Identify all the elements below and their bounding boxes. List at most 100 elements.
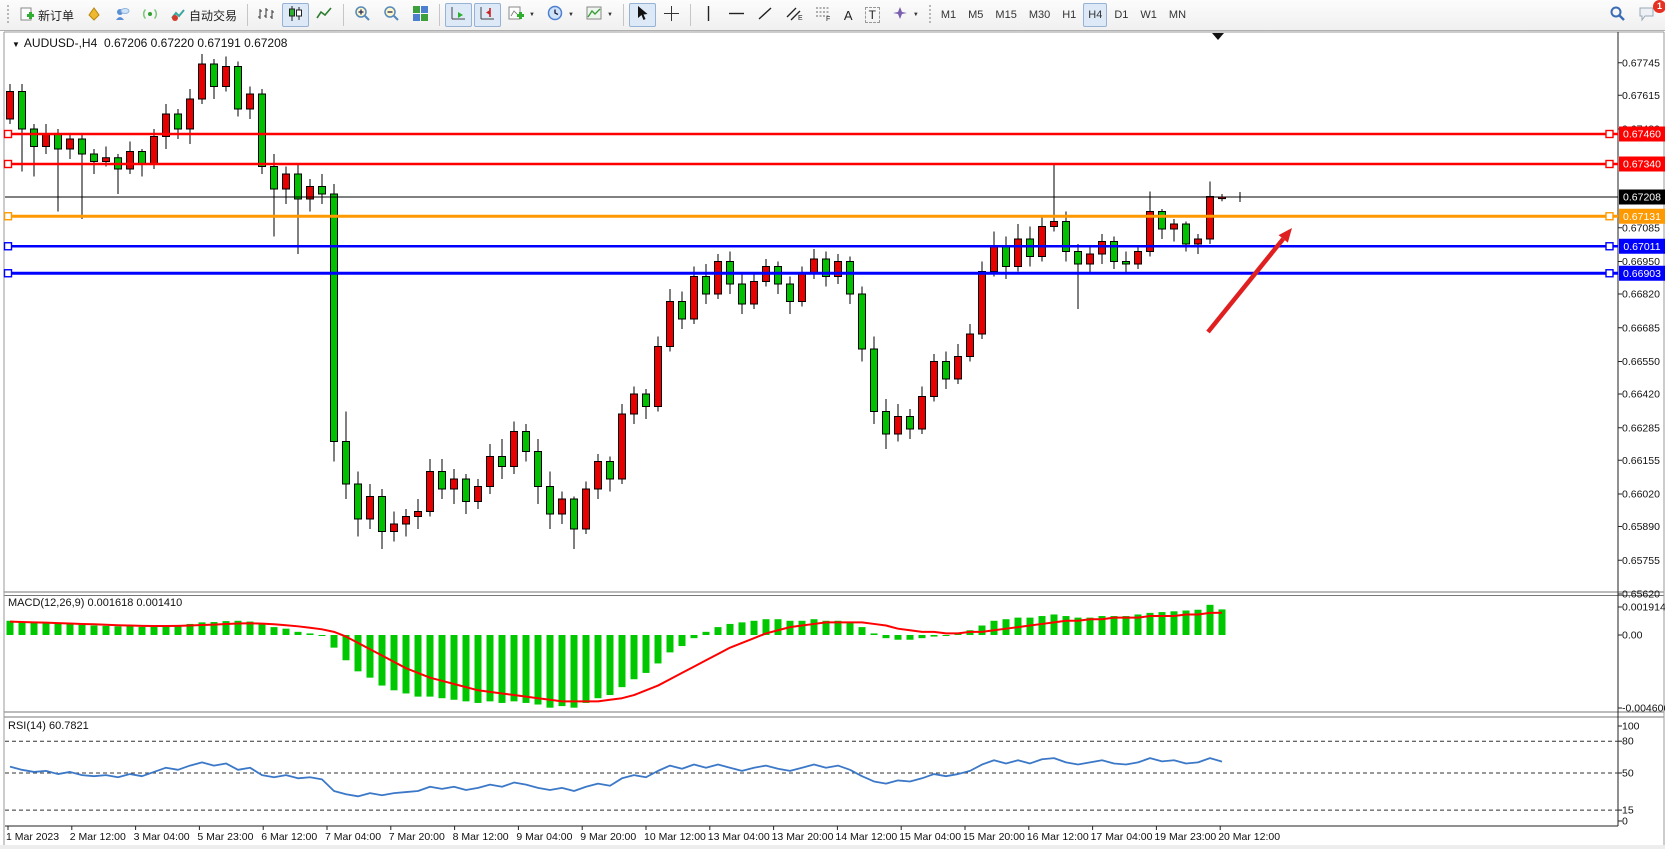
timeframe-button-m30[interactable]: M30 [1024,3,1055,27]
candle[interactable] [150,136,158,165]
candle[interactable] [42,133,50,147]
candle[interactable] [834,261,842,277]
candle[interactable] [522,431,530,452]
candle[interactable] [558,498,566,515]
candle[interactable] [570,498,578,530]
candle[interactable] [690,276,698,320]
candle[interactable] [966,333,974,357]
candle[interactable] [186,98,194,130]
candle[interactable] [846,261,854,295]
candle[interactable] [954,356,962,380]
candle[interactable] [1038,226,1046,257]
candle[interactable] [666,301,674,347]
candle[interactable] [366,496,374,520]
level-anchor-icon[interactable] [3,159,13,169]
fibonacci-tool-button[interactable]: F [810,3,837,27]
candle[interactable] [1002,246,1010,267]
candle[interactable] [378,496,386,532]
candle[interactable] [306,186,314,200]
candle[interactable] [390,523,398,532]
candle[interactable] [918,396,926,430]
timeframe-button-h4[interactable]: H4 [1083,3,1108,27]
candle[interactable] [1170,223,1178,230]
search-button[interactable] [1604,3,1631,27]
candle[interactable] [930,361,938,397]
candle[interactable] [798,273,806,302]
candle[interactable] [1158,211,1166,230]
candle[interactable] [126,151,134,170]
candle[interactable] [174,113,182,130]
candle[interactable] [1146,211,1154,252]
candle[interactable] [162,113,170,137]
channel-tool-button[interactable]: E [781,3,808,27]
rsi-panel[interactable]: 100 80 50 150 [5,721,1640,828]
candle[interactable] [582,488,590,530]
trendline-tool-button[interactable] [752,3,779,27]
candle[interactable] [1182,223,1190,245]
horizontal-line-tool-button[interactable] [723,3,750,27]
auto-trading-button[interactable]: 自动交易 [165,3,242,27]
candle[interactable] [282,173,290,190]
candle[interactable] [1194,238,1202,245]
candle[interactable] [546,486,554,515]
candle[interactable] [462,478,470,502]
candle[interactable] [1122,261,1130,265]
candle[interactable] [450,478,458,490]
candle[interactable] [1050,221,1058,227]
candle[interactable] [426,471,434,512]
text-tool-button[interactable]: A [839,3,858,27]
level-anchor-icon[interactable] [1605,159,1614,169]
candle[interactable] [258,93,266,167]
candle[interactable] [246,93,254,110]
candle[interactable] [498,456,506,467]
candle[interactable] [402,516,410,525]
candle[interactable] [30,128,38,147]
chart-shift-button[interactable] [474,3,502,27]
candle[interactable] [822,258,830,277]
candle[interactable] [234,66,242,110]
signals-button[interactable] [137,3,163,27]
candle[interactable] [1134,251,1142,265]
level-anchor-icon[interactable] [3,242,13,251]
candle[interactable] [438,471,446,490]
candle[interactable] [90,153,98,162]
candle[interactable] [102,157,110,162]
toolbar-grip[interactable] [6,5,10,25]
price-scale[interactable]: 0.677450.676150.674800.670850.669500.668… [1618,57,1665,601]
candlestick-chart-button[interactable] [282,3,310,27]
candle[interactable] [54,133,62,150]
level-anchor-icon[interactable] [1605,242,1614,251]
candle[interactable] [510,431,518,467]
candle[interactable] [894,416,902,435]
candle[interactable] [714,261,722,295]
timeframe-button-m15[interactable]: M15 [990,3,1021,27]
candle[interactable] [978,271,986,335]
vertical-line-tool-button[interactable] [696,3,721,27]
candle[interactable] [906,416,914,430]
candle[interactable] [882,411,890,435]
candle[interactable] [342,441,350,485]
candle[interactable] [1074,251,1082,265]
candle[interactable] [78,138,86,155]
candle[interactable] [654,346,662,407]
candle[interactable] [210,63,218,87]
cursor-button[interactable] [628,3,656,27]
candle[interactable] [618,413,626,480]
zoom-out-button[interactable] [378,3,405,27]
candle[interactable] [138,151,146,165]
candle[interactable] [1062,221,1070,252]
level-anchor-icon[interactable] [3,212,13,221]
candle[interactable] [198,63,206,100]
text-label-tool-button[interactable]: T [860,3,885,27]
candle[interactable] [678,301,686,320]
timeframe-button-w1[interactable]: W1 [1135,3,1162,27]
candle[interactable] [318,186,326,195]
level-anchor-icon[interactable] [3,129,13,139]
horizontal-level-lines[interactable] [3,129,1619,278]
candle[interactable] [1014,238,1022,267]
metaeditor-button[interactable] [81,3,107,27]
candle[interactable] [750,281,758,305]
bar-chart-button[interactable] [253,3,280,27]
candle[interactable] [702,276,710,295]
level-anchor-icon[interactable] [1605,269,1614,278]
